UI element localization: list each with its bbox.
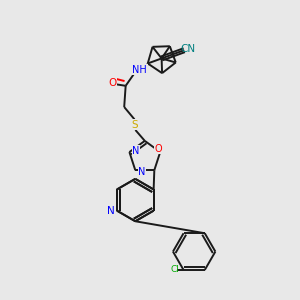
Text: O: O	[155, 143, 163, 154]
Text: NH: NH	[132, 64, 147, 75]
Text: O: O	[109, 79, 117, 88]
Text: S: S	[131, 120, 138, 130]
Text: Cl: Cl	[170, 266, 179, 274]
Text: N: N	[107, 206, 115, 216]
Text: N: N	[132, 146, 140, 156]
Text: N: N	[138, 167, 146, 177]
Text: CN: CN	[181, 44, 196, 54]
